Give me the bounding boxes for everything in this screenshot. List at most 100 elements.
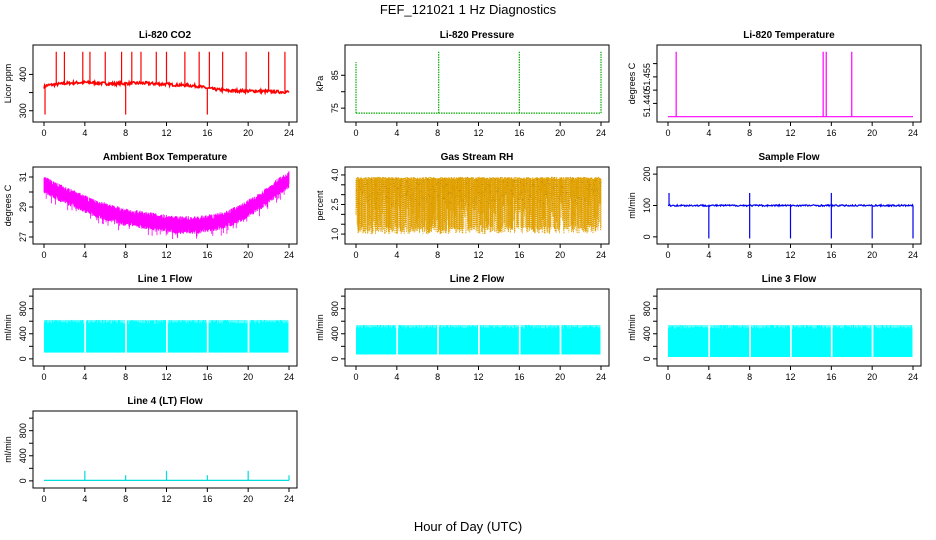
x-tick-label: 12 [473,372,483,382]
x-tick-label: 0 [665,372,670,382]
y-tick-label: 0 [330,356,340,361]
y-axis-label: ml/min [627,314,637,341]
figure-title: FEF_121021 1 Hz Diagnostics [380,2,557,17]
x-tick-label: 8 [435,372,440,382]
flow-block [249,319,289,353]
plot-frame [344,288,610,367]
x-tick-label: 8 [747,250,752,260]
plot-frame [344,44,610,123]
y-tick-label: 800 [642,301,652,316]
flow-block [520,324,560,355]
plot-frame [656,44,922,123]
x-tick-label: 16 [826,128,836,138]
x-tick-label: 12 [785,250,795,260]
y-tick-label: 400 [642,326,652,341]
x-tick-label: 12 [161,372,171,382]
x-tick-label: 4 [82,372,87,382]
y-tick-label: 100 [642,198,652,213]
x-tick-label: 20 [867,372,877,382]
x-tick-label: 4 [706,372,711,382]
x-tick-label: 8 [435,250,440,260]
x-tick-label: 20 [243,494,253,504]
flow-block [832,324,872,357]
y-tick-label: 400 [18,326,28,341]
flow-block [398,324,438,355]
data-band [43,171,290,239]
x-tick-label: 4 [394,128,399,138]
x-tick-label: 16 [202,372,212,382]
y-tick-label: 51.440 [642,90,652,118]
panel-temperature: Li-820 Temperature degrees C 0 4 8 12 16 20 24 51… [627,30,922,138]
flow-block [86,319,126,353]
y-tick-label: 29 [18,202,28,212]
x-tick-label: 24 [284,494,294,504]
panel-title: Ambient Box Temperature [103,152,228,163]
panel-box_temp: Ambient Box Temperature degrees C 0 4 8 12 16 2… [3,152,298,260]
y-tick-label: 400 [18,448,28,463]
y-tick-label: 800 [330,301,340,316]
x-axis-label: Hour of Day (UTC) [414,519,522,534]
flow-block [479,324,519,355]
y-tick-label: 0 [18,356,28,361]
x-tick-label: 12 [473,250,483,260]
series-sample_flow [667,192,914,239]
y-tick-label: 51.455 [642,63,652,91]
x-tick-label: 8 [123,494,128,504]
x-tick-label: 12 [785,372,795,382]
x-tick-label: 24 [908,372,918,382]
y-axis-label: degrees C [3,184,13,226]
x-tick-label: 12 [785,128,795,138]
x-tick-label: 16 [514,250,524,260]
flow-block [44,319,85,353]
y-axis-label: percent [315,190,325,221]
y-tick-label: 4.0 [330,169,340,182]
x-tick-label: 12 [161,128,171,138]
x-tick-label: 0 [353,372,358,382]
flow-block [791,324,831,357]
y-tick-label: 800 [18,301,28,316]
x-tick-label: 24 [284,250,294,260]
x-tick-label: 8 [435,128,440,138]
x-tick-label: 4 [82,128,87,138]
x-tick-label: 20 [555,250,565,260]
panel-line3: Line 3 Flow ml/min 0 4 8 12 16 20 24 0 400 800 [627,274,922,382]
panel-rh: Gas Stream RH percent 0 4 8 12 16 20 24 1.0 2.5 4.0 [315,152,610,260]
y-axis-label: kPa [315,76,325,92]
series-pressure [355,51,602,114]
x-tick-label: 0 [353,250,358,260]
x-tick-label: 16 [202,250,212,260]
x-tick-label: 0 [41,494,46,504]
y-tick-label: 200 [642,167,652,182]
flow-block [561,324,601,355]
plot-frame [656,288,922,367]
series-line1 [43,318,290,353]
flow-block [438,324,478,355]
panel-pressure: Li-820 Pressure kPa 0 4 8 12 16 20 24 75 85 [315,30,610,138]
series-line4 [44,470,290,481]
series-box_temp [43,171,290,239]
flow-block [208,319,248,353]
x-tick-label: 24 [596,372,606,382]
x-tick-label: 20 [867,128,877,138]
flow-block [710,324,750,357]
x-tick-label: 16 [514,372,524,382]
panel-title: Line 1 Flow [138,274,193,285]
data-speckle [356,176,602,205]
flow-block [668,324,709,357]
panel-title: Line 4 (LT) Flow [127,396,203,407]
x-tick-label: 8 [123,128,128,138]
plot-frame [32,288,298,367]
flow-texture [667,323,914,329]
panel-title: Gas Stream RH [441,152,514,163]
x-tick-label: 24 [284,128,294,138]
x-tick-label: 24 [596,128,606,138]
y-tick-label: 2.5 [330,198,340,211]
plot-frame [32,166,298,245]
y-tick-label: 0 [18,478,28,483]
x-tick-label: 24 [596,250,606,260]
series-temperature [668,51,913,118]
x-tick-label: 20 [867,250,877,260]
x-tick-label: 16 [826,250,836,260]
